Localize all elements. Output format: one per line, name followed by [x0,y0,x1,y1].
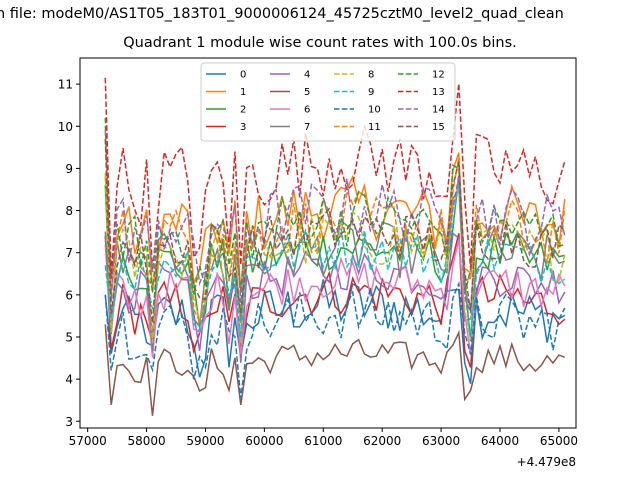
x-tick-label: 58000 [127,434,165,448]
series-line-0 [104,279,566,384]
x-tick-label: 61000 [304,434,342,448]
y-tick-label: 3 [65,415,73,429]
y-tick-label: 6 [65,288,73,302]
plot-frame [79,57,577,429]
series-line-9 [104,179,566,338]
y-tick-label: 4 [65,373,73,387]
legend-label-6: 6 [304,105,310,116]
x-axis-offset-label: +4.479e8 [517,455,576,469]
y-tick-label: 8 [65,204,73,218]
series-line-1 [104,152,566,293]
legend-label-7: 7 [304,122,310,133]
legend-label-10: 10 [368,105,381,116]
legend-label-11: 11 [368,122,381,133]
y-tick-label: 7 [65,246,73,260]
x-tick-label: 64000 [481,434,519,448]
x-tick-label: 60000 [245,434,283,448]
legend-label-12: 12 [432,70,445,81]
series-line-5 [104,324,566,416]
series-line-15 [104,138,566,324]
legend-label-1: 1 [240,87,246,98]
legend-label-8: 8 [368,70,374,81]
series-line-7 [104,185,566,352]
series-line-10 [104,280,566,399]
x-tick-label: 59000 [186,434,224,448]
y-axis: 3 4 5 6 7 8 9 10 11 [58,78,80,429]
legend-label-3: 3 [240,122,246,133]
legend-label-15: 15 [432,122,445,133]
series-line-13 [104,77,566,279]
legend-label-2: 2 [240,105,246,116]
legend-label-0: 0 [240,70,246,81]
legend-label-9: 9 [368,87,374,98]
legend-label-5: 5 [304,87,310,98]
x-tick-label: 63000 [422,434,460,448]
y-tick-label: 5 [65,330,73,344]
series-line-14 [104,130,566,314]
legend-label-13: 13 [432,87,445,98]
x-tick-label: 62000 [363,434,401,448]
x-tick-label: 65000 [540,434,578,448]
figure-suptitle: n file: modeM0/AS1T05_183T01_9000006124_… [0,6,564,22]
x-axis: 57000 58000 59000 60000 61000 62000 63000 64000… [69,428,578,448]
y-tick-label: 10 [58,120,73,134]
legend-frame [200,62,456,142]
y-tick-label: 9 [65,162,73,176]
series-lines [104,77,566,416]
chart-title: Quadrant 1 module wise count rates with … [123,35,517,51]
x-tick-label: 57000 [69,434,107,448]
legend-label-14: 14 [432,105,445,116]
legend-label-4: 4 [304,70,310,81]
series-line-8 [104,172,566,343]
y-tick-label: 11 [58,78,73,92]
series-line-6 [104,239,566,358]
